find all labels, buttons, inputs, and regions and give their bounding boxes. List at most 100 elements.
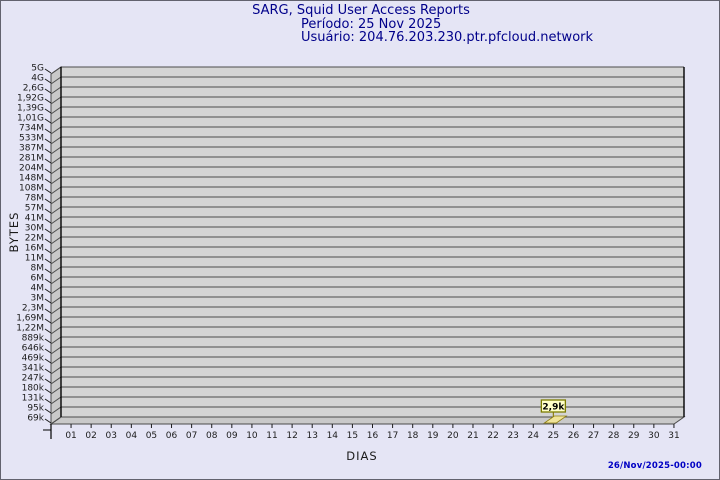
- x-tick-label: 15: [347, 431, 358, 441]
- report-title: SARG, Squid User Access Reports: [252, 3, 470, 18]
- x-tick-label: 05: [146, 431, 157, 441]
- wall-gridline: [50, 96, 62, 105]
- y-tick-label: 148M: [19, 174, 44, 184]
- y-tick: [44, 378, 52, 384]
- y-tick: [44, 408, 52, 414]
- x-tick-label: 24: [528, 431, 540, 441]
- wall-gridline: [50, 326, 62, 335]
- wall-gridline: [50, 256, 62, 265]
- x-tick-label: 28: [608, 431, 620, 441]
- x-tick-label: 31: [668, 431, 679, 441]
- wall-gridline: [50, 156, 62, 165]
- y-tick: [44, 148, 52, 154]
- y-tick: [44, 248, 52, 254]
- x-tick-label: 08: [206, 431, 218, 441]
- wall-gridline: [50, 86, 62, 95]
- y-tick-label: 1,22M: [16, 324, 44, 334]
- wall-gridline: [50, 406, 62, 415]
- y-tick: [44, 78, 52, 84]
- y-tick-label: 1,92G: [17, 94, 44, 104]
- y-tick: [44, 308, 52, 314]
- wall-gridline: [50, 166, 62, 175]
- y-tick: [44, 118, 52, 124]
- y-tick: [44, 88, 52, 94]
- y-tick-label: 204M: [19, 164, 44, 174]
- wall-gridline: [50, 376, 62, 385]
- y-tick-label: 533M: [19, 134, 44, 144]
- wall-gridline: [50, 236, 62, 245]
- wall-gridline: [50, 286, 62, 295]
- y-tick-label: 646k: [22, 344, 45, 354]
- x-tick-label: 11: [266, 431, 277, 441]
- y-tick: [44, 288, 52, 294]
- x-tick-label: 06: [166, 431, 178, 441]
- x-tick-label: 17: [387, 431, 398, 441]
- y-tick-label: 1,39G: [17, 104, 44, 114]
- wall-gridline: [50, 336, 62, 345]
- y-tick-label: 281M: [19, 154, 44, 164]
- wall-gridline: [50, 196, 62, 205]
- y-tick-label: 2,6G: [23, 84, 44, 94]
- x-tick-label: 23: [507, 431, 518, 441]
- wall-gridline: [50, 296, 62, 305]
- wall-gridline: [50, 386, 62, 395]
- wall-gridline: [50, 266, 62, 275]
- y-tick-label: 95k: [27, 404, 44, 414]
- y-tick: [44, 108, 52, 114]
- y-tick-label: 734M: [19, 124, 44, 134]
- y-tick-label: 108M: [19, 184, 44, 194]
- y-tick-label: 180k: [22, 384, 45, 394]
- wall-gridline: [50, 176, 62, 185]
- wall-gridline: [50, 126, 62, 135]
- y-tick: [44, 278, 52, 284]
- y-tick-label: 387M: [19, 144, 44, 154]
- y-tick-label: 8M: [31, 264, 45, 274]
- y-tick-label: 4M: [31, 284, 45, 294]
- y-tick: [44, 188, 52, 194]
- y-tick: [44, 128, 52, 134]
- y-tick-label: 1,69M: [16, 314, 44, 324]
- wall-gridline: [50, 316, 62, 325]
- y-tick-label: 247k: [22, 374, 45, 384]
- y-tick-label: 16M: [25, 244, 44, 254]
- wall-gridline: [50, 136, 62, 145]
- y-tick: [44, 388, 52, 394]
- y-tick: [44, 268, 52, 274]
- y-tick: [44, 238, 52, 244]
- x-tick-label: 12: [286, 431, 297, 441]
- bar-value-box: [540, 399, 567, 413]
- x-tick-label: 14: [327, 431, 339, 441]
- x-tick-label: 20: [447, 431, 459, 441]
- y-tick-label: 22M: [25, 234, 44, 244]
- x-tick-label: 19: [427, 431, 439, 441]
- y-tick-label: 6M: [31, 274, 45, 284]
- x-tick-label: 02: [85, 431, 96, 441]
- wall-gridline: [50, 366, 62, 375]
- report-user: Usuário: 204.76.203.230.ptr.pfcloud.netw…: [301, 30, 594, 45]
- wall-gridline: [50, 416, 62, 425]
- wall-gridline: [50, 186, 62, 195]
- wall-gridline: [50, 66, 62, 75]
- x-tick-label: 26: [568, 431, 580, 441]
- x-tick-label: 18: [407, 431, 419, 441]
- y-tick: [44, 198, 52, 204]
- y-tick: [44, 218, 52, 224]
- y-tick-label: 889k: [22, 334, 45, 344]
- x-tick-label: 01: [65, 431, 76, 441]
- x-tick-label: 16: [367, 431, 379, 441]
- y-tick-label: 41M: [25, 214, 44, 224]
- y-tick-label: 1,01G: [17, 114, 44, 124]
- wall-gridline: [50, 396, 62, 405]
- y-tick-label: 2,3M: [22, 304, 44, 314]
- wall-gridline: [50, 146, 62, 155]
- y-tick-label: 4G: [31, 74, 44, 84]
- x-tick-label: 13: [306, 431, 317, 441]
- wall-gridline: [50, 306, 62, 315]
- wall-gridline: [50, 206, 62, 215]
- y-tick: [44, 208, 52, 214]
- bar-day-25: [543, 415, 568, 424]
- y-tick-label: 69k: [27, 414, 44, 424]
- x-tick-label: 21: [467, 431, 478, 441]
- y-tick-label: 5G: [31, 64, 44, 74]
